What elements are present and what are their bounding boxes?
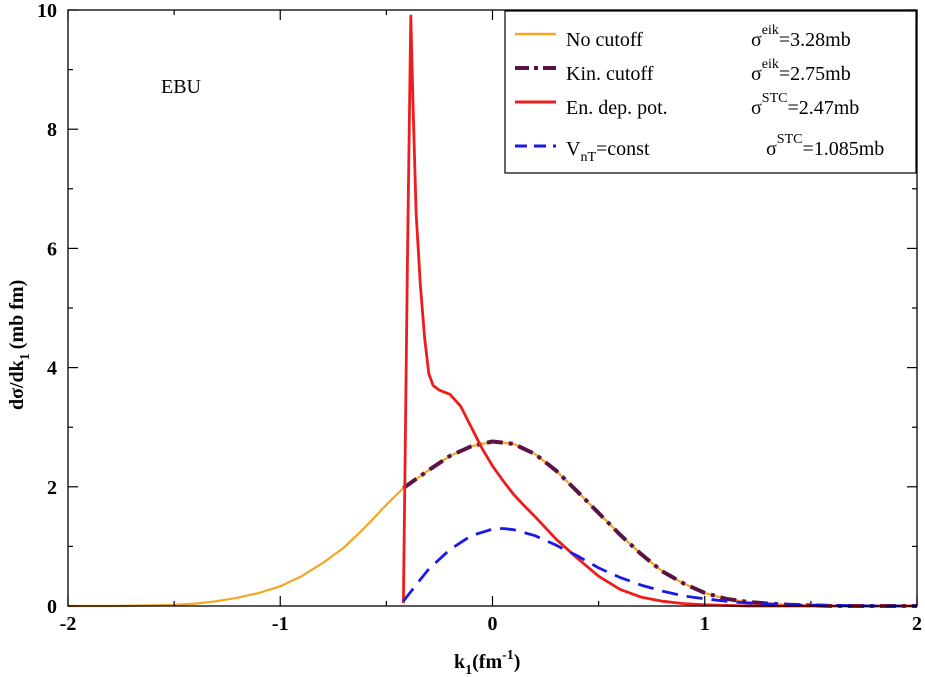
series-line-v-nt-const xyxy=(402,527,917,608)
y-tick-label: 4 xyxy=(47,358,57,380)
legend-sigma-no-cutoff: σeik=3.28mb xyxy=(751,23,851,51)
x-axis-title: k1(fm-1) xyxy=(454,648,520,677)
legend-sigma-kin-cutoff: σeik=2.75mb xyxy=(751,57,851,85)
legend-label-no-cutoff: No cutoff xyxy=(566,29,643,51)
x-tick-label: -1 xyxy=(272,613,289,635)
series-layer xyxy=(68,14,917,608)
x-tick-label: -2 xyxy=(60,613,77,635)
x-tick-label: 2 xyxy=(912,613,922,635)
legend-box xyxy=(504,10,917,174)
legend: No cutoff σeik=3.28mb Kin. cutoff σeik=2… xyxy=(504,10,917,174)
legend-sigma-en-dep-pot: σSTC=2.47mb xyxy=(751,91,859,119)
ticks-layer: -2 -1 0 1 2 0 2 4 6 8 10 xyxy=(37,0,922,635)
legend-label-en-dep-pot: En. dep. pot. xyxy=(566,97,668,119)
y-axis-title: dσ/dk1(mb fm) xyxy=(6,280,33,410)
x-tick-label: 1 xyxy=(700,613,710,635)
y-tick-label: 6 xyxy=(47,238,57,260)
y-tick-label: 2 xyxy=(47,477,57,499)
plot-frame xyxy=(67,9,918,607)
y-tick-label: 0 xyxy=(47,596,57,618)
legend-label-kin-cutoff: Kin. cutoff xyxy=(566,63,654,85)
legend-sigma-vnt-const: σSTC=1.085mb xyxy=(766,132,884,160)
legend-label-vnt-const: VnT=const xyxy=(566,138,650,165)
series-line-en-dep-pot xyxy=(402,14,917,608)
y-tick-label: 8 xyxy=(47,119,57,141)
y-tick-label: 10 xyxy=(37,0,57,22)
ebu-annotation: EBU xyxy=(161,76,202,98)
x-tick-label: 0 xyxy=(488,613,498,635)
